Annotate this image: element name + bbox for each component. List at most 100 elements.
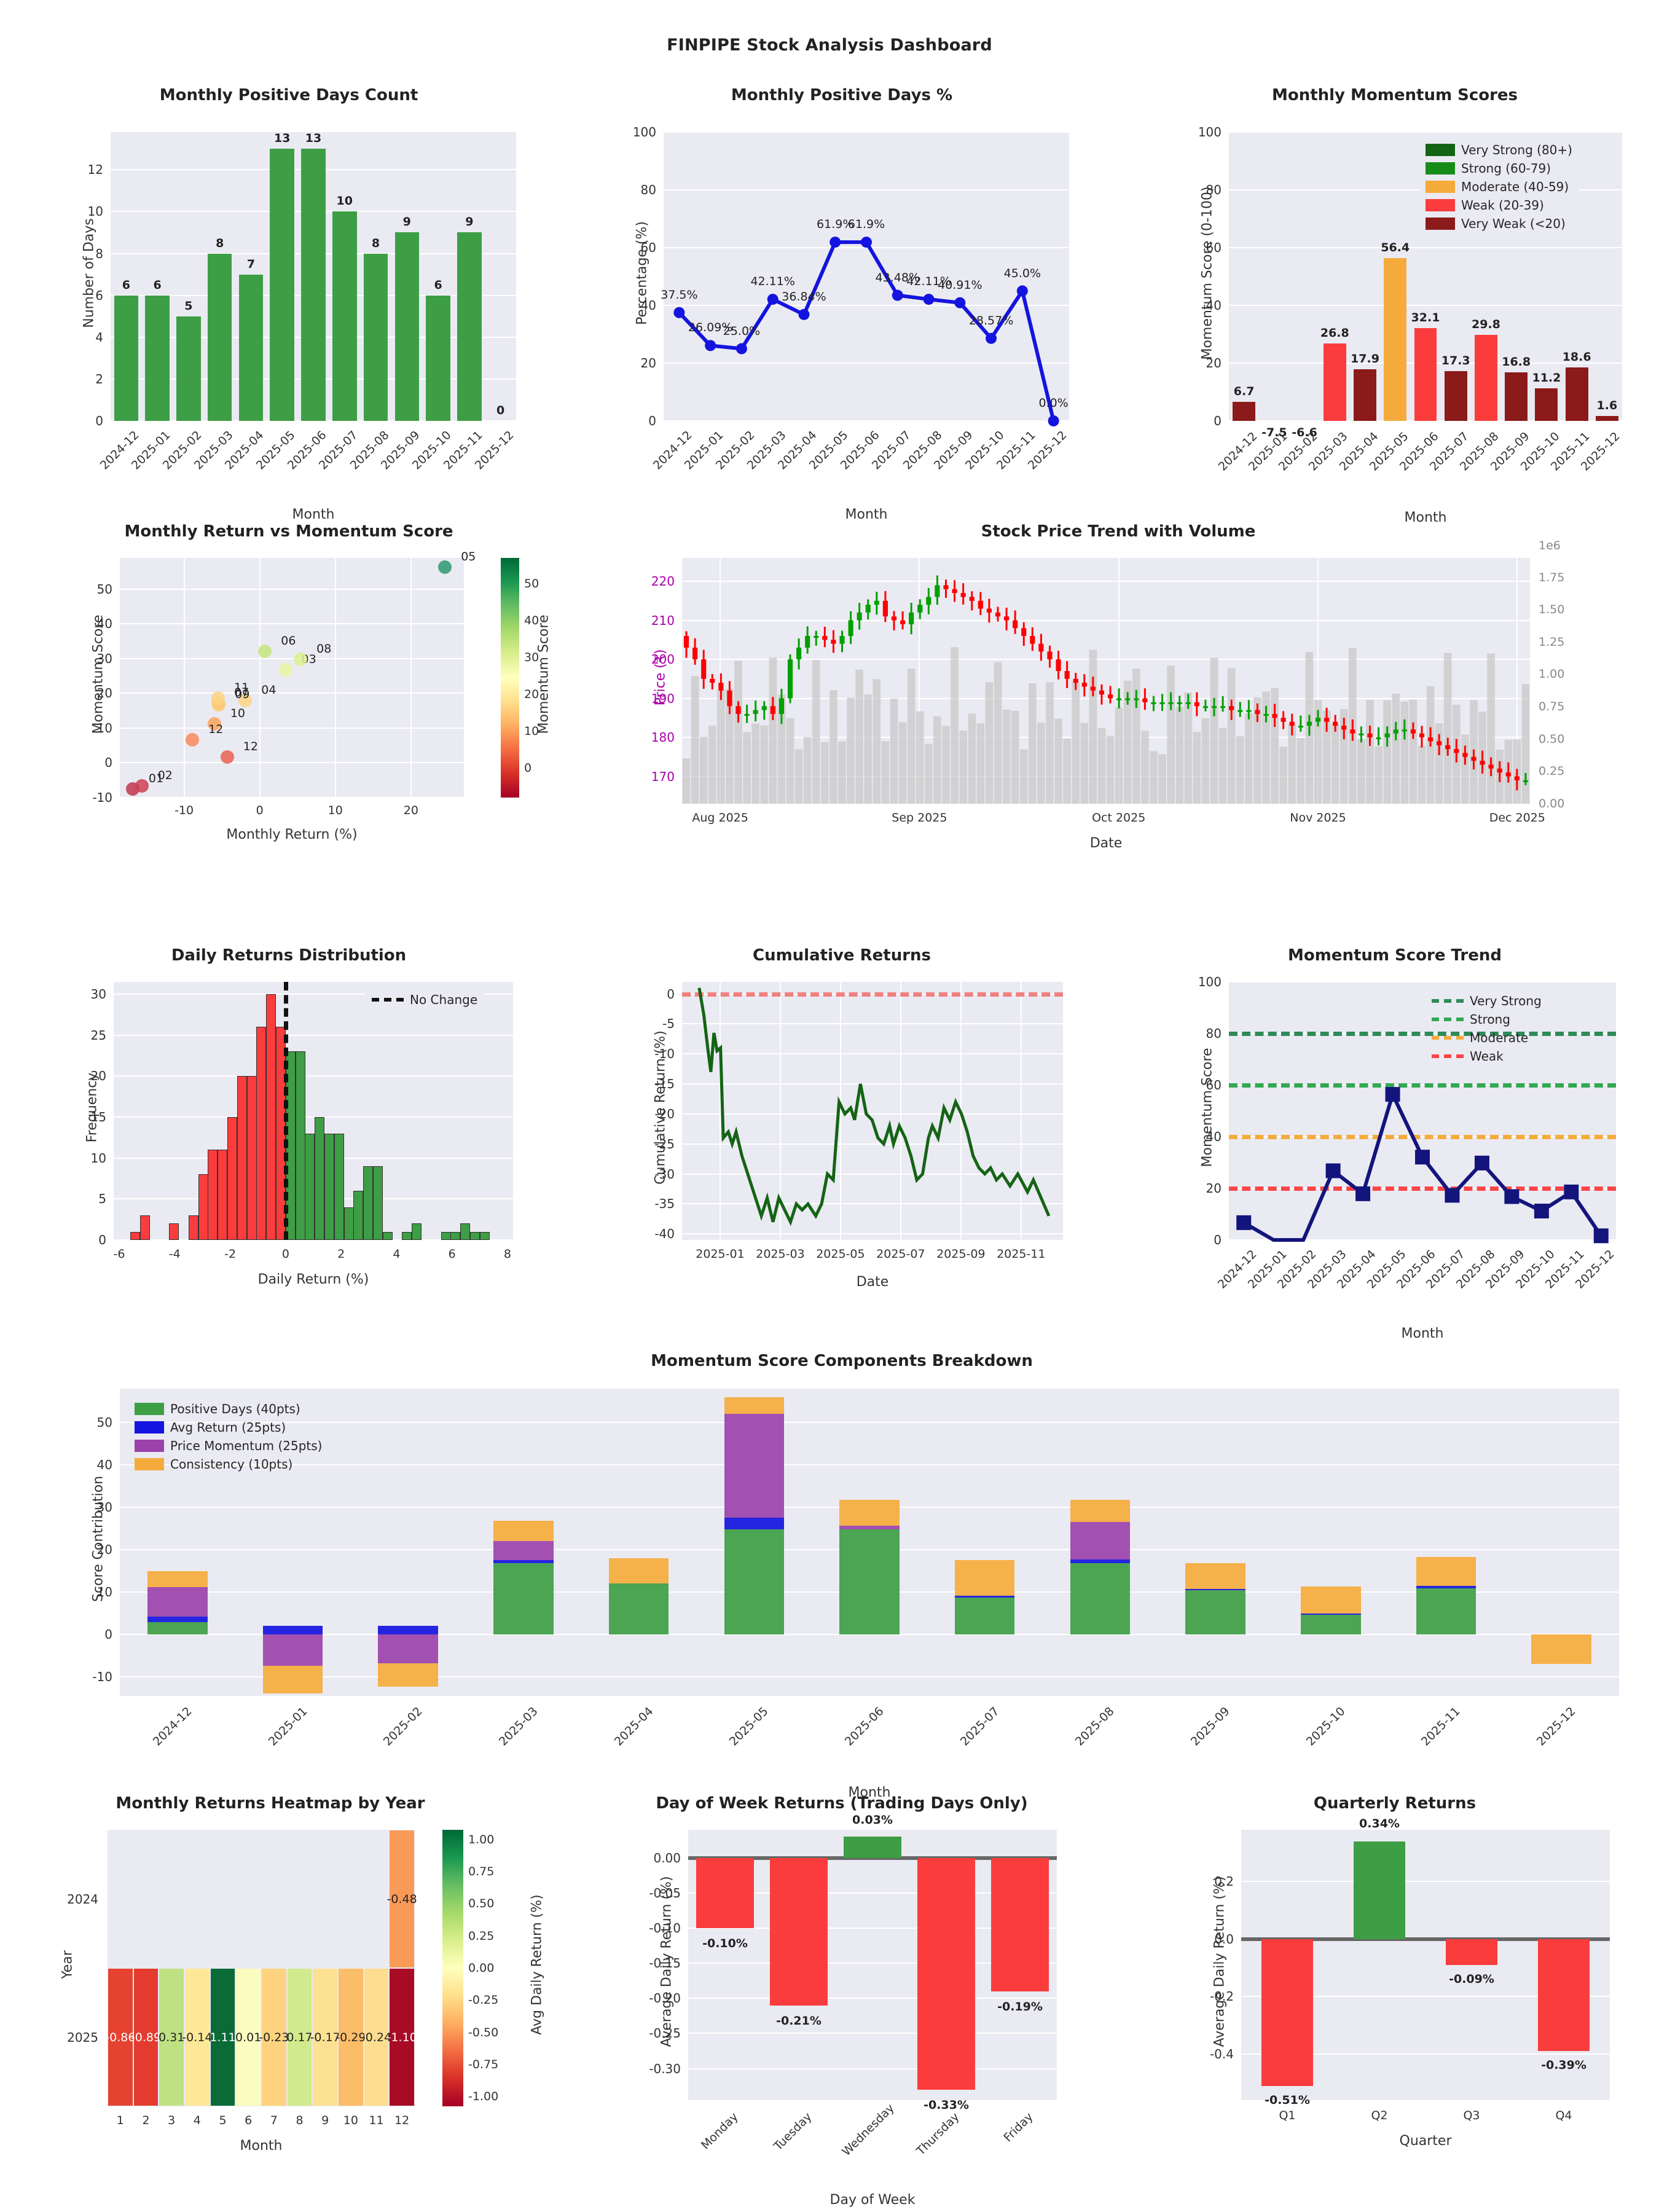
- stacked-segment: [1185, 1590, 1245, 1634]
- volume-axis-tick: 1.75: [1539, 570, 1565, 584]
- stacked-segment: [1070, 1563, 1131, 1634]
- y-axis-tick: 20: [1206, 356, 1222, 371]
- heatmap-cell: 0.31: [159, 1969, 184, 2106]
- x-axis-tick: 2025-05: [816, 1247, 865, 1261]
- histogram-bar: [237, 1076, 247, 1240]
- legend: Very Strong Strong Moderate Weak: [1426, 988, 1548, 1069]
- legend: Positive Days (40pts) Avg Return (25pts) P…: [128, 1396, 328, 1477]
- x-axis-tick: Nov 2025: [1290, 811, 1346, 825]
- legend: No Change: [366, 987, 484, 1013]
- histogram-bar: [315, 1117, 325, 1240]
- gridline-h: [682, 1023, 1063, 1025]
- bar-value-label: 13: [273, 131, 291, 146]
- price-axis-tick: 170: [651, 769, 675, 784]
- histogram-bar: [188, 1215, 198, 1240]
- gridline-h: [120, 1634, 1619, 1635]
- bar: [1414, 328, 1437, 421]
- data-point-label: 42.11%: [906, 275, 951, 289]
- x-axis-label: Month: [1401, 1326, 1444, 1341]
- gridline-v: [839, 982, 841, 1240]
- gridline-h: [682, 619, 1530, 621]
- bar-value-label: 6: [153, 278, 162, 292]
- bar: [332, 211, 357, 421]
- legend-swatch: [1426, 181, 1455, 193]
- stacked-segment: [1416, 1557, 1477, 1586]
- gridline-h: [664, 420, 1069, 422]
- y-axis-label: Frequency: [84, 1072, 100, 1143]
- price-axis-tick: 180: [651, 730, 675, 745]
- stacked-segment: [493, 1521, 554, 1542]
- scatter-point: [294, 653, 308, 667]
- stacked-segment: [724, 1529, 785, 1634]
- histogram-bar: [198, 1174, 208, 1240]
- gridline-h: [688, 2068, 1057, 2069]
- gridline-v: [1516, 558, 1518, 804]
- x-axis-tick: 2025-09: [1188, 1704, 1233, 1749]
- stacked-segment: [262, 1626, 323, 1634]
- y-axis-tick: 0: [1214, 1233, 1222, 1247]
- x-axis-tick: Q2: [1371, 2109, 1388, 2122]
- bar: [844, 1837, 901, 1858]
- stacked-segment: [724, 1413, 785, 1518]
- colorbar-tick: -0.50: [468, 2025, 499, 2039]
- histogram-bar: [218, 1150, 228, 1240]
- gridline-h: [682, 1203, 1063, 1205]
- y-axis-tick: -35: [654, 1196, 675, 1212]
- heatmap-cell: 1.11: [210, 1969, 236, 2106]
- chart-title: Momentum Score Trend: [1287, 946, 1502, 965]
- y-axis-tick: 0: [95, 414, 103, 428]
- colorbar-tick: -0.75: [468, 2057, 499, 2071]
- x-axis-tick: -4: [168, 1247, 181, 1261]
- y-axis-tick: 10: [96, 720, 112, 735]
- bar: [696, 1857, 754, 1928]
- heatmap-cell: -0.29: [335, 1969, 366, 2106]
- bar: [426, 295, 450, 421]
- data-point-label: 36.84%: [782, 289, 826, 304]
- colorbar-tick: 20: [524, 688, 539, 701]
- gridline-h: [120, 657, 464, 659]
- x-axis-label: Day of Week: [830, 2192, 916, 2208]
- x-axis-tick: Thursday: [914, 2110, 962, 2159]
- y-axis-tick: -0.4: [1209, 2047, 1234, 2062]
- stacked-segment: [493, 1563, 554, 1634]
- scatter-plot: [120, 558, 464, 798]
- bar: [1535, 388, 1558, 421]
- histogram-bar: [227, 1117, 238, 1240]
- colorbar-tick: 10: [524, 724, 539, 738]
- heatmap-cell: [287, 1830, 312, 1967]
- histogram-bar: [441, 1231, 451, 1240]
- x-axis-tick: 2025-09: [936, 1247, 986, 1261]
- stacked-segment: [147, 1586, 208, 1617]
- legend-dash: [372, 998, 404, 1002]
- threshold-line-moderate: [1229, 1135, 1616, 1139]
- histogram-bar: [208, 1150, 218, 1240]
- stacked-segment: [493, 1541, 554, 1560]
- scatter-point-label: 02: [157, 768, 173, 782]
- y-axis-tick: 2024: [67, 1891, 98, 1907]
- panel-price-trend-with-volume: Stock Price Trend with Volume 170 180 190 2…: [590, 522, 1647, 854]
- stacked-segment: [378, 1625, 439, 1634]
- histogram-bar: [402, 1231, 412, 1240]
- y-axis-tick: 5: [98, 1191, 106, 1207]
- price-axis-tick: 220: [651, 574, 675, 589]
- gridline-h: [682, 1053, 1063, 1055]
- histogram-bar: [324, 1133, 335, 1240]
- scatter-point-label: 01: [148, 771, 164, 785]
- x-axis-tick: 2025-05: [727, 1704, 771, 1749]
- heatmap-cell: [262, 1830, 286, 1967]
- x-axis-label: Month: [845, 507, 888, 522]
- threshold-line-weak: [1229, 1186, 1616, 1191]
- legend-label: Price Momentum (25pts): [170, 1438, 323, 1453]
- gridline-h: [682, 1173, 1063, 1175]
- histogram-bar: [139, 1215, 150, 1240]
- bar: [1233, 401, 1256, 421]
- y-axis-tick: 30: [96, 1500, 112, 1515]
- panel-cumulative-returns: Cumulative Returns 0 -5 -10 -15 -20 -25 -30 -35…: [590, 946, 1094, 1315]
- gridline-v: [919, 558, 920, 804]
- gridline-h: [120, 1676, 1619, 1677]
- stacked-segment: [839, 1499, 900, 1526]
- histogram-bar: [295, 1051, 305, 1240]
- legend-label: Consistency (10pts): [170, 1457, 293, 1472]
- x-axis-tick: Dec 2025: [1489, 811, 1545, 825]
- y-axis-tick: -0.15: [649, 1956, 681, 1971]
